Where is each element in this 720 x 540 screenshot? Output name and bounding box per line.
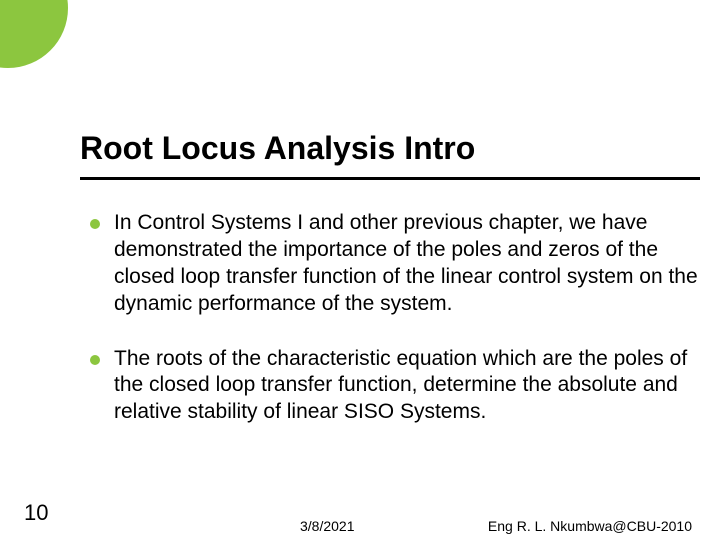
title-underline <box>80 177 700 180</box>
footer-author: Eng R. L. Nkumbwa@CBU-2010 <box>488 518 692 534</box>
bullet-item: In Control Systems I and other previous … <box>90 210 706 318</box>
corner-accent-circle <box>0 0 68 68</box>
bullet-dot-icon <box>90 219 100 229</box>
footer-date: 3/8/2021 <box>300 518 355 534</box>
title-block: Root Locus Analysis Intro <box>80 130 700 180</box>
content-area: In Control Systems I and other previous … <box>90 210 706 454</box>
bullet-dot-icon <box>90 355 100 365</box>
bullet-item: The roots of the characteristic equation… <box>90 346 706 427</box>
bullet-text: In Control Systems I and other previous … <box>114 210 706 318</box>
bullet-text: The roots of the characteristic equation… <box>114 346 706 427</box>
slide-title: Root Locus Analysis Intro <box>80 130 700 173</box>
slide-number: 10 <box>24 500 48 526</box>
